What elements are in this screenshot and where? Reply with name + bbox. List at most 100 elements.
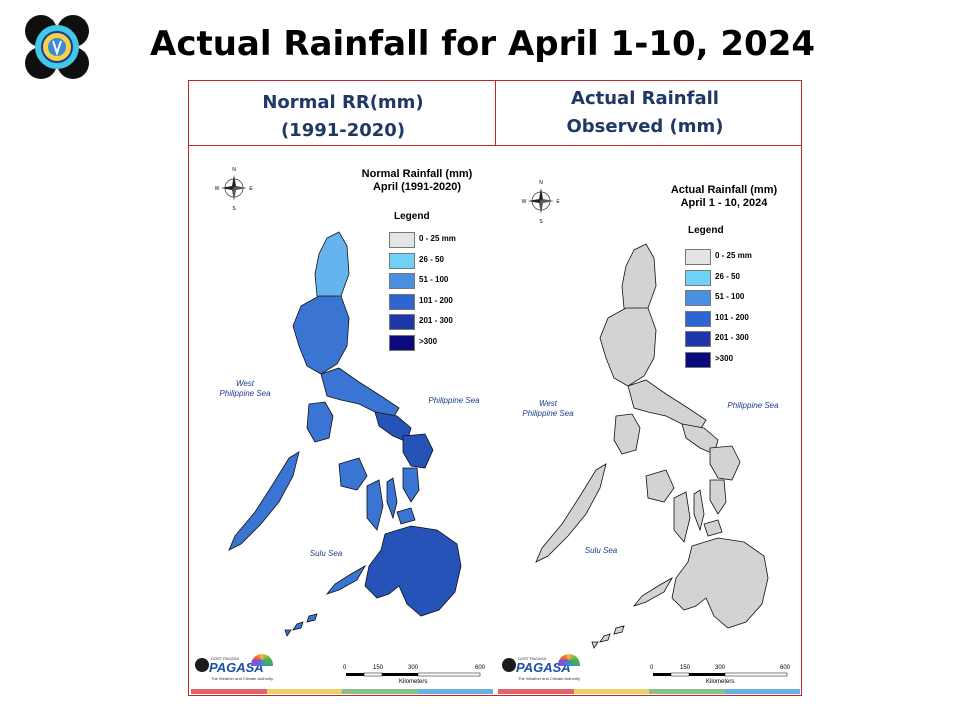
scale-bar — [346, 672, 481, 677]
island-zamboanga — [325, 564, 367, 595]
map-title: Normal Rainfall (mm) April (1991-2020) — [359, 168, 475, 194]
island-palawan — [228, 451, 300, 551]
island-luzon-north — [314, 231, 350, 307]
west-sea-line1: West — [538, 399, 558, 408]
legend-swatch — [685, 249, 711, 265]
compass-w: W — [215, 186, 220, 192]
legend-title: Legend — [688, 225, 724, 236]
legend-swatch — [389, 334, 415, 351]
compass-rose-icon: N S E W — [215, 167, 254, 212]
color-strip-segment — [417, 689, 493, 694]
actual-rainfall-map: N S E W Actual Rainfall (mm) April 1 - 1… — [496, 146, 802, 696]
island-leyte — [709, 479, 727, 515]
legend-label: 101 - 200 — [419, 295, 453, 305]
color-strip-segment — [266, 689, 342, 694]
legend-swatch — [685, 290, 711, 306]
legend-swatch — [685, 351, 711, 368]
brand-prefix: DOST — [211, 656, 223, 661]
island-negros — [366, 479, 384, 531]
legend-label: 51 - 100 — [715, 292, 745, 301]
map-title-line1: Actual Rainfall (mm) — [670, 184, 778, 196]
west-philippine-sea-label: West Philippine Sea — [518, 399, 578, 419]
brand-name: PAGASA — [516, 660, 571, 675]
island-bohol — [703, 519, 723, 537]
umbrella-icon — [558, 654, 580, 666]
color-strip-segment — [573, 689, 649, 694]
philippines-map-actual: N S E W — [522, 180, 788, 677]
normal-rr-header: Normal RR(mm) (1991-2020) — [193, 89, 493, 145]
compass-s: S — [232, 206, 236, 212]
legend-swatch — [685, 269, 711, 286]
legend-swatch — [389, 293, 415, 310]
legend-label: 26 - 50 — [419, 254, 444, 264]
legend-label: 51 - 100 — [419, 275, 449, 284]
scale-unit: Kilometers — [706, 679, 735, 685]
island-samar — [709, 445, 741, 481]
scale-tick-150: 150 — [680, 665, 691, 671]
dost-pagasa-logo: DOST PAGASA PAGASA The Weather and Clima… — [502, 654, 582, 688]
scale-tick-300: 300 — [408, 665, 419, 671]
compass-rose-icon: N S E W — [522, 180, 561, 225]
island-luzon-south — [320, 367, 400, 419]
legend-label: 0 - 25 mm — [419, 234, 456, 243]
pagasa-emblem-icon — [25, 15, 89, 79]
color-strip-segment — [498, 689, 574, 694]
legend-title: Legend — [394, 211, 430, 222]
island-leyte — [402, 467, 420, 503]
west-sea-line1: West — [235, 379, 255, 388]
scale-tick-0: 0 — [650, 665, 654, 671]
actual-rainfall-header: Actual Rainfall Observed (mm) — [495, 85, 795, 141]
legend-label: >300 — [419, 336, 438, 346]
legend-label: 201 - 300 — [715, 333, 749, 342]
brand-name: PAGASA — [209, 660, 264, 675]
island-negros — [673, 491, 691, 543]
legend-swatch — [389, 232, 415, 248]
slide-title: Actual Rainfall for April 1-10, 2024 — [150, 24, 816, 64]
island-mindoro — [306, 401, 334, 443]
normal-rr-header-line2: (1991-2020) — [280, 120, 406, 141]
pagasa-mini-emblem-icon — [195, 658, 209, 672]
pagasa-mini-emblem-icon — [502, 658, 516, 672]
island-samar — [402, 433, 434, 469]
compass-n: N — [539, 180, 543, 186]
actual-rainfall-header-line1: Actual Rainfall — [571, 88, 719, 109]
scale-bar — [653, 672, 788, 677]
scale-tick-300: 300 — [715, 665, 726, 671]
island-luzon-south — [627, 379, 707, 431]
philippine-sea-label: Philippine Sea — [727, 401, 779, 410]
philippines-map-normal: N S E W — [215, 167, 481, 677]
island-luzon-central — [292, 295, 350, 375]
island-luzon-north — [621, 243, 657, 319]
sulu-sea-label: Sulu Sea — [584, 546, 618, 555]
island-sulu-islands — [591, 625, 625, 649]
compass-e: E — [556, 199, 560, 205]
west-sea-line2: Philippine Sea — [522, 409, 574, 418]
island-mindanao — [671, 537, 769, 629]
scale-tick-0: 0 — [343, 665, 347, 671]
island-mindoro — [613, 413, 641, 455]
island-sulu-islands — [284, 613, 318, 637]
map-title-line2: April 1 - 10, 2024 — [680, 197, 768, 209]
color-strip-segment — [342, 689, 418, 694]
normal-rainfall-map: N S E W Normal Rainfall (mm) April (1991… — [189, 146, 495, 696]
brand-tagline: The Weather and Climate Authority — [518, 676, 581, 681]
legend-label: 26 - 50 — [715, 271, 740, 281]
scale-tick-150: 150 — [373, 665, 384, 671]
island-cebu — [693, 489, 705, 532]
normal-rr-header-line1: Normal RR(mm) — [262, 92, 424, 113]
actual-rainfall-header-line2: Observed (mm) — [566, 116, 724, 137]
brand-prefix: DOST — [518, 656, 530, 661]
compass-e: E — [249, 186, 253, 192]
legend-label: 201 - 300 — [419, 316, 453, 325]
color-strip-segment — [724, 689, 800, 694]
philippine-sea-label: Philippine Sea — [428, 396, 480, 405]
legend-label: 0 - 25 mm — [715, 251, 752, 260]
color-strip-segment — [649, 689, 725, 694]
sulu-sea-label: Sulu Sea — [309, 549, 343, 558]
island-mindanao — [364, 525, 462, 617]
scale-tick-600: 600 — [475, 665, 486, 671]
comparison-table: Normal RR(mm) (1991-2020) Actual Rainfal… — [188, 80, 802, 696]
west-philippine-sea-label: West Philippine Sea — [215, 379, 275, 399]
island-zamboanga — [632, 576, 674, 607]
legend-label: >300 — [715, 353, 734, 363]
